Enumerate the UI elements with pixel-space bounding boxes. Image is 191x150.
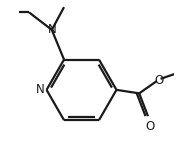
Text: N: N: [47, 23, 56, 36]
Text: O: O: [145, 120, 154, 133]
Text: O: O: [154, 74, 163, 87]
Text: N: N: [36, 83, 45, 96]
